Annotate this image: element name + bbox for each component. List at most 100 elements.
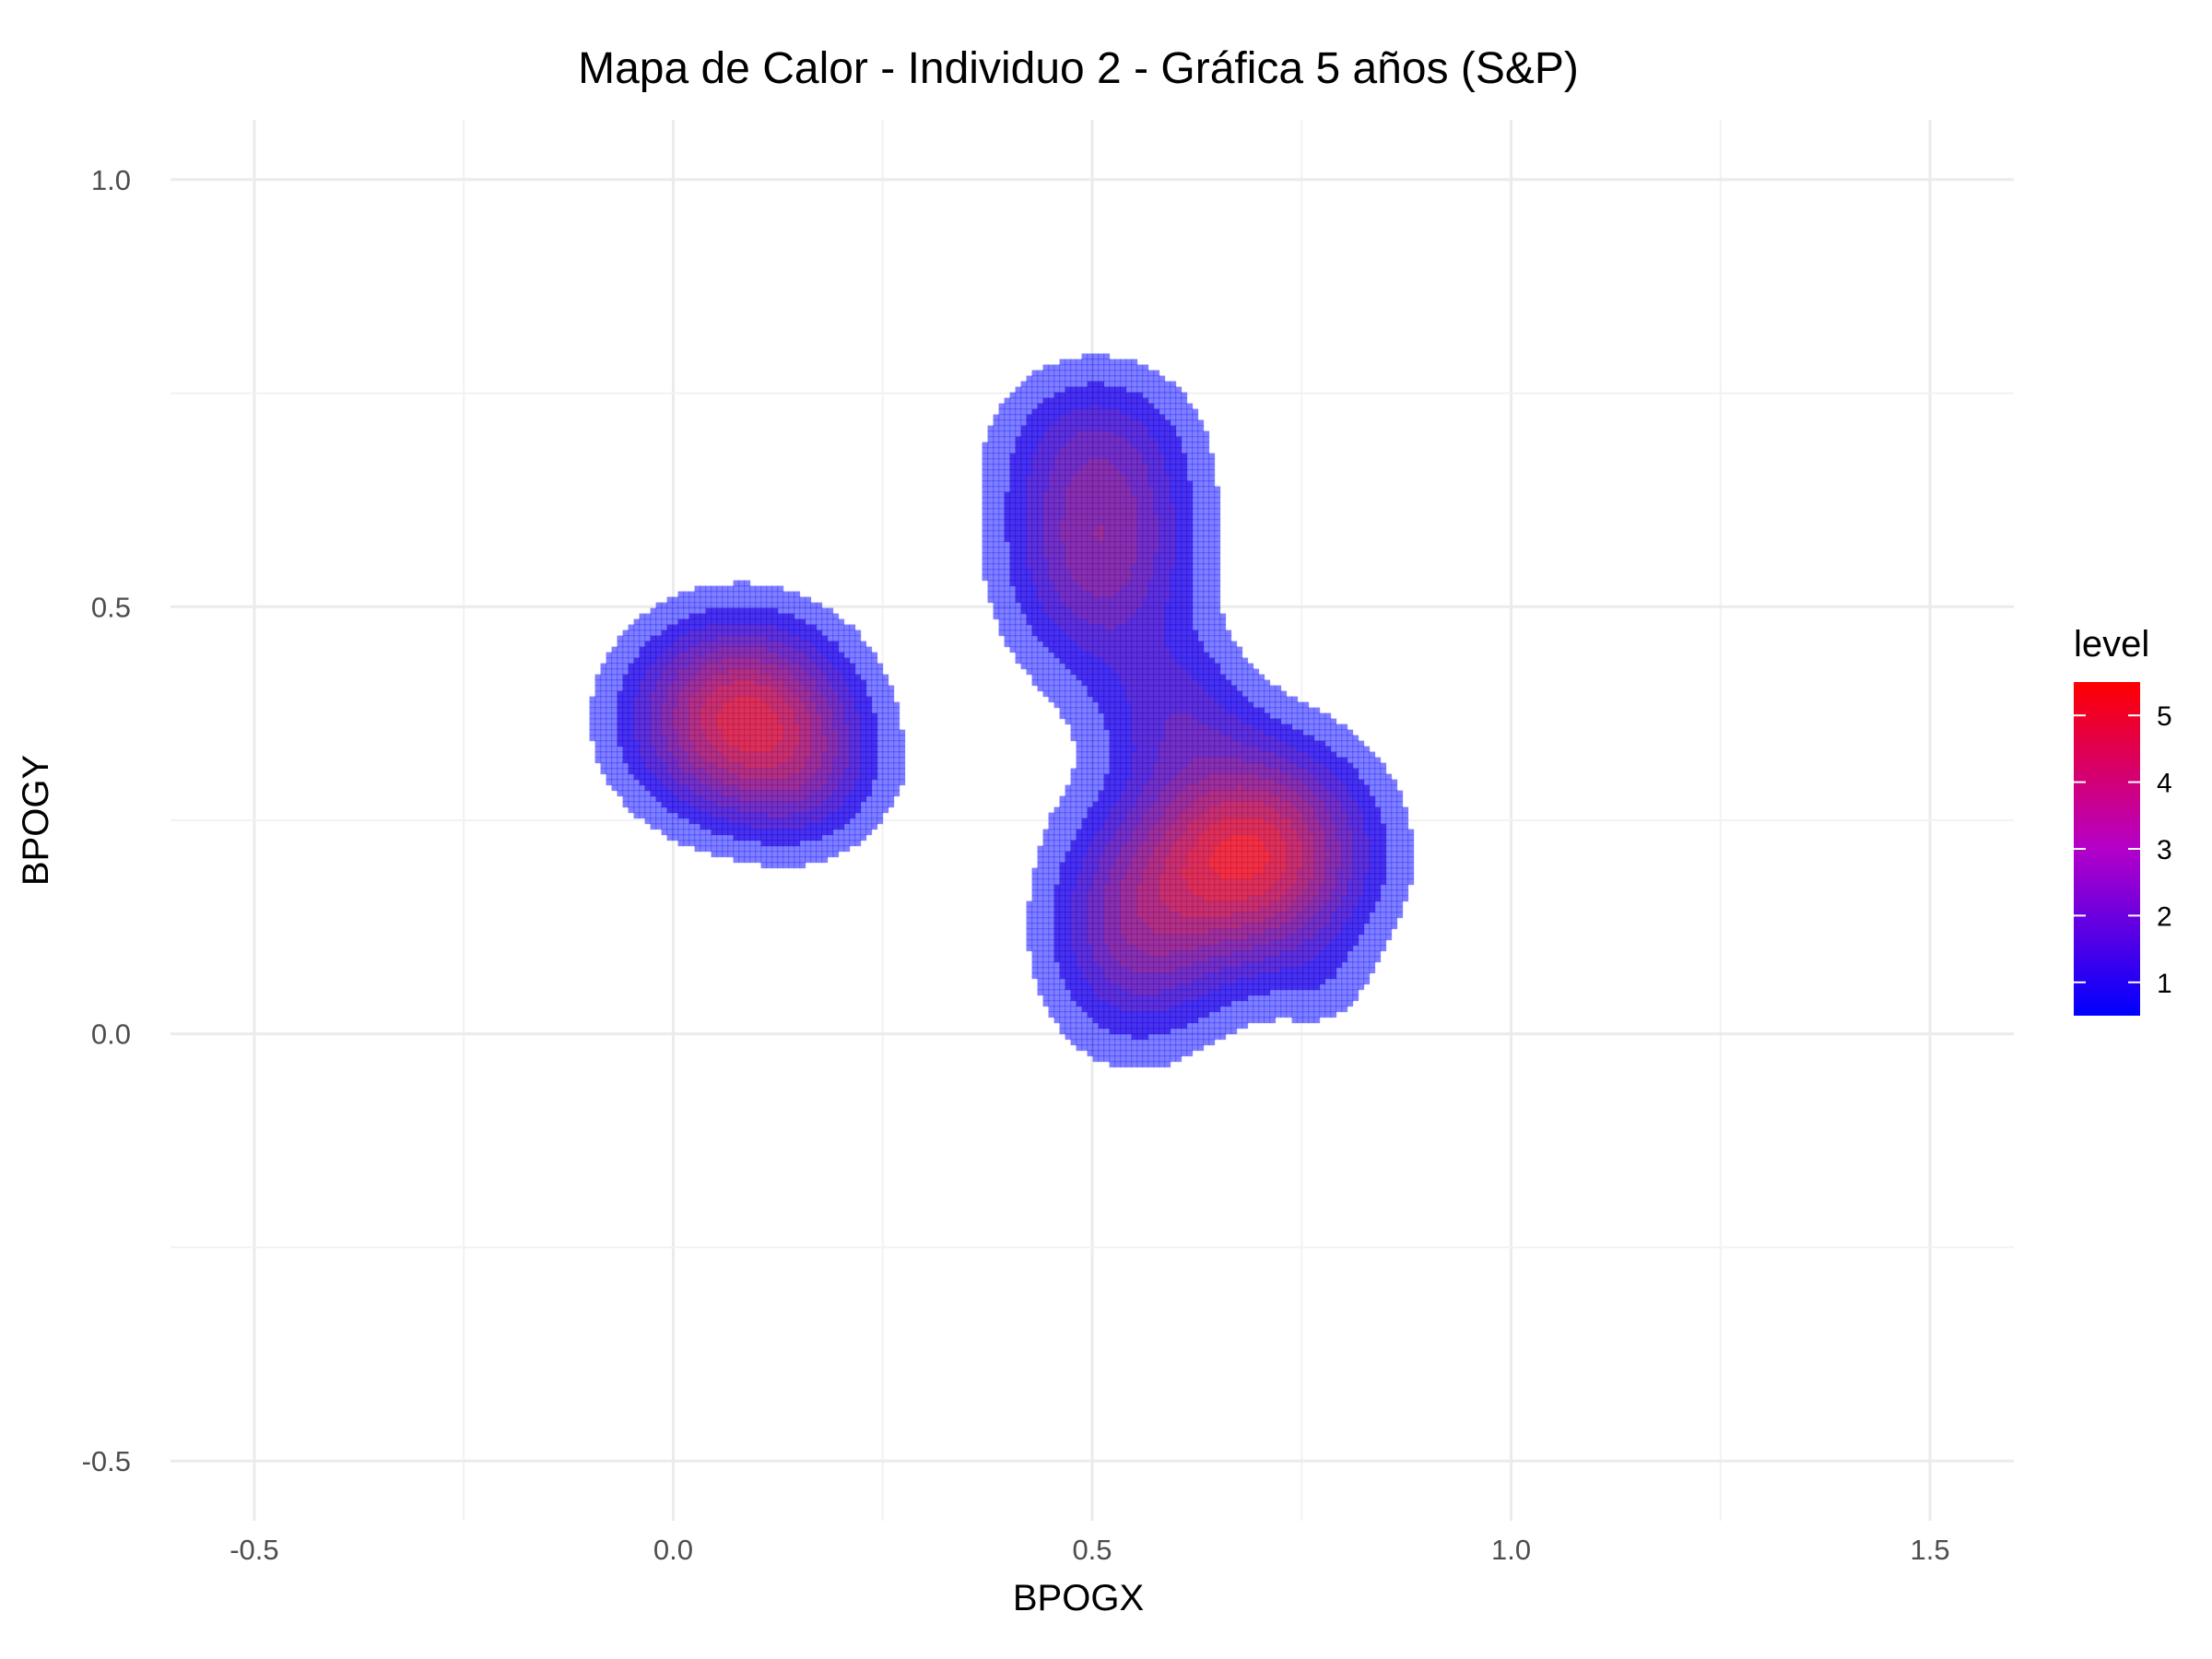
density-cell (1175, 486, 1182, 493)
density-cell (1181, 574, 1188, 582)
density-cell (1197, 596, 1205, 604)
density-cell (1175, 646, 1182, 653)
density-cell (1142, 585, 1149, 593)
density-cell (849, 729, 856, 736)
density-cell (1098, 375, 1105, 382)
density-cell (1031, 430, 1039, 438)
density-cell (1208, 585, 1216, 593)
density-cell (727, 652, 735, 659)
density-cell (1103, 497, 1111, 504)
density-cell (1048, 541, 1055, 548)
density-cell (1098, 508, 1105, 515)
density-cell (1197, 779, 1205, 786)
density-cell (843, 712, 851, 720)
density-cell (849, 690, 856, 698)
density-cell (1125, 607, 1133, 615)
density-cell (1269, 757, 1277, 764)
density-cell (1087, 663, 1094, 670)
density-cell (782, 624, 790, 631)
density-cell (771, 663, 779, 670)
density-cell (672, 768, 679, 775)
density-cell (1208, 768, 1216, 775)
density-cell (1037, 663, 1044, 670)
density-cell (1087, 574, 1094, 582)
density-cell (794, 607, 801, 615)
density-cell (611, 718, 618, 725)
density-cell (1053, 629, 1061, 637)
density-cell (705, 696, 712, 703)
density-cell (788, 607, 795, 615)
density-cell (738, 596, 746, 604)
density-cell (1125, 502, 1133, 510)
density-cell (1037, 419, 1044, 427)
density-cell (1159, 530, 1166, 537)
density-cell (816, 768, 823, 775)
density-cell (600, 679, 607, 687)
density-cell (1120, 768, 1127, 775)
density-cell (1230, 685, 1238, 692)
density-cell (1065, 679, 1072, 687)
density-cell (1153, 425, 1160, 432)
density-cell (677, 596, 685, 604)
density-cell (1147, 641, 1155, 648)
density-cell (1131, 690, 1138, 698)
density-cell (1159, 746, 1166, 753)
density-cell (1147, 757, 1155, 764)
density-cell (799, 679, 806, 687)
density-cell (1059, 663, 1066, 670)
density-cell (1142, 696, 1149, 703)
density-cell (1004, 464, 1011, 471)
density-cell (805, 618, 812, 626)
density-cell (661, 757, 668, 764)
density-cell (1302, 729, 1310, 736)
density-cell (1136, 469, 1144, 477)
density-cell (771, 585, 779, 593)
density-cell (1208, 563, 1216, 571)
density-cell (1131, 414, 1138, 421)
density-cell (998, 541, 1006, 548)
density-cell (1065, 635, 1072, 642)
density-cell (1098, 762, 1105, 770)
density-cell (749, 629, 757, 637)
density-cell (1053, 375, 1061, 382)
density-cell (1203, 773, 1210, 781)
density-cell (1037, 425, 1044, 432)
density-cell (1037, 646, 1044, 653)
density-cell (993, 513, 1000, 521)
density-cell (838, 652, 845, 659)
density-cell (650, 757, 657, 764)
density-cell (1164, 441, 1171, 449)
density-cell (882, 712, 889, 720)
density-cell (1015, 629, 1022, 637)
density-cell (1175, 591, 1182, 598)
density-cell (1031, 469, 1039, 477)
density-cell (1192, 508, 1199, 515)
density-cell (694, 679, 701, 687)
density-cell (1208, 696, 1216, 703)
density-cell (1004, 497, 1011, 504)
density-cell (1142, 430, 1149, 438)
density-cell (666, 618, 674, 626)
density-cell (1098, 668, 1105, 676)
density-cell (1358, 751, 1365, 759)
density-cell (1125, 447, 1133, 454)
density-cell (1324, 773, 1332, 781)
density-cell (1004, 585, 1011, 593)
density-cell (1053, 696, 1061, 703)
density-cell (628, 663, 635, 670)
density-cell (1087, 469, 1094, 477)
density-cell (1335, 757, 1343, 764)
density-cell (1269, 690, 1277, 698)
density-cell (644, 773, 652, 781)
density-cell (1147, 740, 1155, 747)
density-cell (1092, 403, 1100, 410)
density-cell (633, 746, 641, 753)
density-cell (1087, 486, 1094, 493)
density-cell (888, 724, 895, 731)
density-cell (711, 740, 718, 747)
density-cell (1109, 779, 1116, 786)
density-cell (733, 674, 740, 681)
density-cell (1186, 502, 1194, 510)
density-cell (1258, 746, 1265, 753)
density-cell (1159, 585, 1166, 593)
